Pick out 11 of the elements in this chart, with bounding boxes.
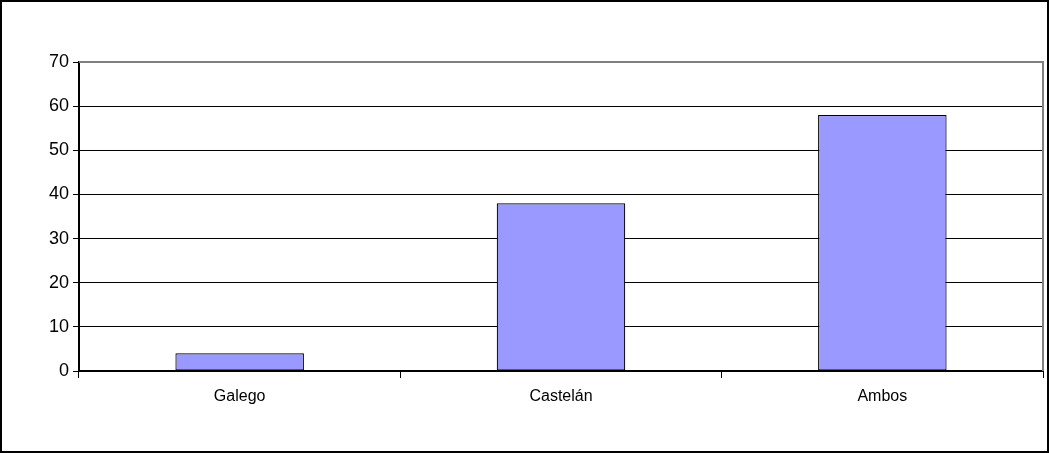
y-tick-label: 40 bbox=[48, 183, 69, 204]
y-tick-label: 20 bbox=[48, 271, 69, 292]
y-tick-label: 50 bbox=[48, 139, 69, 160]
y-tick-label: 10 bbox=[48, 315, 69, 336]
x-tick-label: Castelán bbox=[529, 387, 593, 405]
x-tick-label: Galego bbox=[213, 387, 266, 405]
x-tick-label: Ambos bbox=[857, 387, 908, 405]
y-tick-label: 60 bbox=[48, 95, 69, 116]
y-tick-label: 70 bbox=[48, 50, 69, 71]
y-tick-label: 30 bbox=[48, 227, 69, 248]
y-tick-label: 0 bbox=[58, 359, 69, 380]
